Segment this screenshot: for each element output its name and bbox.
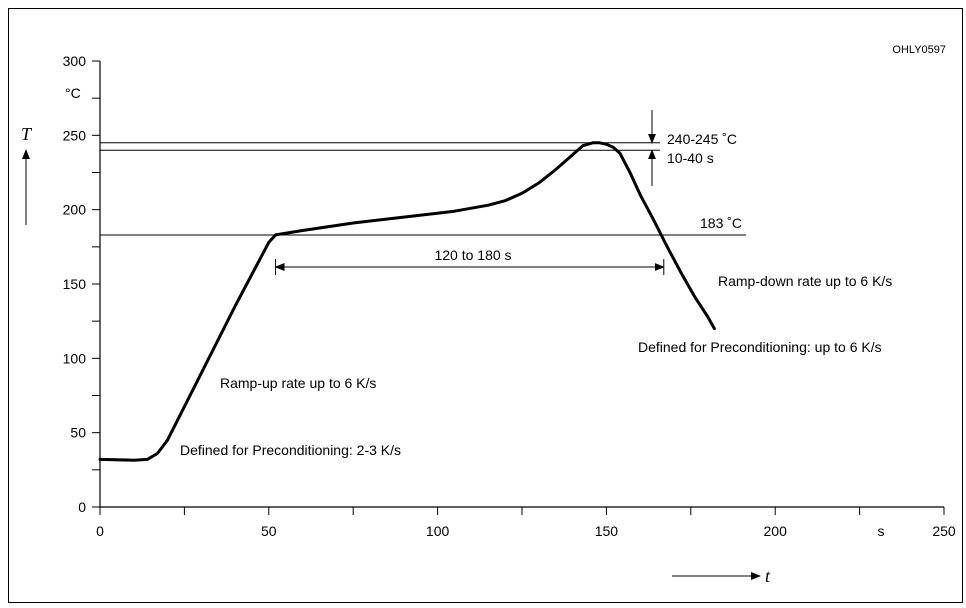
x-tick-label: 250 [932, 523, 956, 539]
x-tick-label: 200 [764, 523, 788, 539]
axis-ticks: 0 50 100 150 200 250 0 50 100 150 200 250 300 [63, 53, 956, 539]
y-tick-label: 250 [63, 127, 87, 143]
y-tick-label: 200 [63, 202, 87, 218]
ramp-down-label: Ramp-down rate up to 6 K/s [718, 273, 892, 289]
figure-frame [8, 8, 963, 603]
liquidus-label: 183 ˚C [700, 215, 742, 231]
y-axis-title: T [21, 124, 33, 144]
dimension-markers [22, 110, 761, 580]
figure-code: OHLY0597 [892, 44, 946, 56]
ramp-up-label: Ramp-up rate up to 6 K/s [220, 375, 376, 391]
y-tick-label: 100 [63, 350, 87, 366]
ramp-up-precond-label: Defined for Preconditioning: 2-3 K/s [180, 442, 401, 458]
x-unit-label: s [878, 523, 885, 539]
duration-label: 120 to 180 s [434, 247, 511, 263]
y-tick-label: 0 [78, 499, 86, 515]
x-axis-title: t [765, 566, 771, 586]
x-tick-label: 50 [261, 523, 277, 539]
peak-time-label: 10-40 s [667, 150, 714, 166]
y-tick-label: 300 [63, 53, 87, 69]
peak-temp-label: 240-245 ˚C [667, 131, 737, 147]
y-unit-label: °C [65, 85, 81, 101]
reference-lines [100, 142, 746, 236]
x-tick-label: 100 [426, 523, 450, 539]
x-tick-label: 150 [595, 523, 619, 539]
temperature-curve [98, 141, 716, 462]
x-tick-label: 0 [96, 523, 104, 539]
y-tick-label: 150 [63, 276, 87, 292]
ramp-down-precond-label: Defined for Preconditioning: up to 6 K/s [638, 339, 882, 355]
y-tick-label: 50 [70, 425, 86, 441]
